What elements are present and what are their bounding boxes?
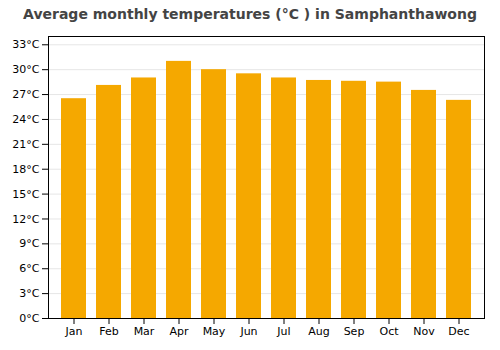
svg-text:Feb: Feb — [99, 325, 118, 338]
svg-text:Jul: Jul — [276, 325, 290, 338]
svg-text:27°C: 27°C — [12, 88, 39, 101]
svg-text:Aug: Aug — [308, 325, 329, 338]
svg-text:6°C: 6°C — [19, 262, 39, 275]
svg-text:15°C: 15°C — [12, 188, 39, 201]
svg-text:May: May — [203, 325, 226, 338]
svg-text:Jan: Jan — [65, 325, 83, 338]
svg-text:Jun: Jun — [239, 325, 257, 338]
svg-text:33°C: 33°C — [12, 38, 39, 51]
svg-text:18°C: 18°C — [12, 163, 39, 176]
svg-text:12°C: 12°C — [12, 212, 39, 225]
svg-text:9°C: 9°C — [19, 237, 39, 250]
svg-text:Oct: Oct — [379, 325, 399, 338]
svg-text:0°C: 0°C — [19, 312, 39, 325]
html-text:Average monthly temperatures (: Average monthly temperatures (°C ) in Sa… — [23, 6, 477, 22]
svg-text:Nov: Nov — [413, 325, 435, 338]
svg-text:24°C: 24°C — [12, 113, 39, 126]
svg-text:Dec: Dec — [448, 325, 469, 338]
svg-text:Apr: Apr — [169, 325, 189, 338]
svg-text:30°C: 30°C — [12, 63, 39, 76]
svg-text:21°C: 21°C — [12, 138, 39, 151]
svg-text:3°C: 3°C — [19, 287, 39, 300]
svg-text:Mar: Mar — [134, 325, 155, 338]
svg-text:Sep: Sep — [344, 325, 365, 338]
